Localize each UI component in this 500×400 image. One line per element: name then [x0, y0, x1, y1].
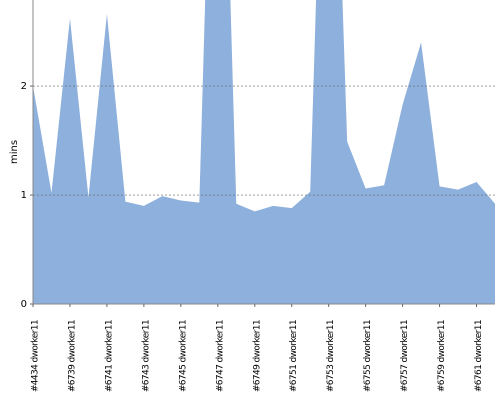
x-tick-label: #6741 dworker11 [104, 320, 114, 392]
y-tick-label: 2 [21, 81, 27, 92]
x-tick-label: #4434 dworker11 [31, 320, 41, 392]
x-tick-label: #6753 dworker11 [326, 320, 336, 392]
x-tick-label: #6755 dworker11 [363, 320, 373, 392]
y-tick-label: 1 [21, 190, 27, 201]
y-axis-label: mins [9, 140, 20, 164]
x-tick-label: #6757 dworker11 [400, 320, 410, 392]
x-tick-label: #6751 dworker11 [289, 320, 299, 392]
x-tick-label: #6747 dworker11 [215, 320, 225, 392]
x-tick-label: #6745 dworker11 [178, 320, 188, 392]
x-tick-label: #6759 dworker11 [437, 320, 447, 392]
x-tick-label: #6749 dworker11 [252, 320, 262, 392]
area [33, 0, 495, 304]
x-tick-label: #6761 dworker11 [474, 320, 484, 392]
x-tick-label: #6743 dworker11 [141, 320, 151, 392]
y-tick-label: 0 [21, 299, 27, 310]
x-tick-label: #6739 dworker11 [67, 320, 77, 392]
